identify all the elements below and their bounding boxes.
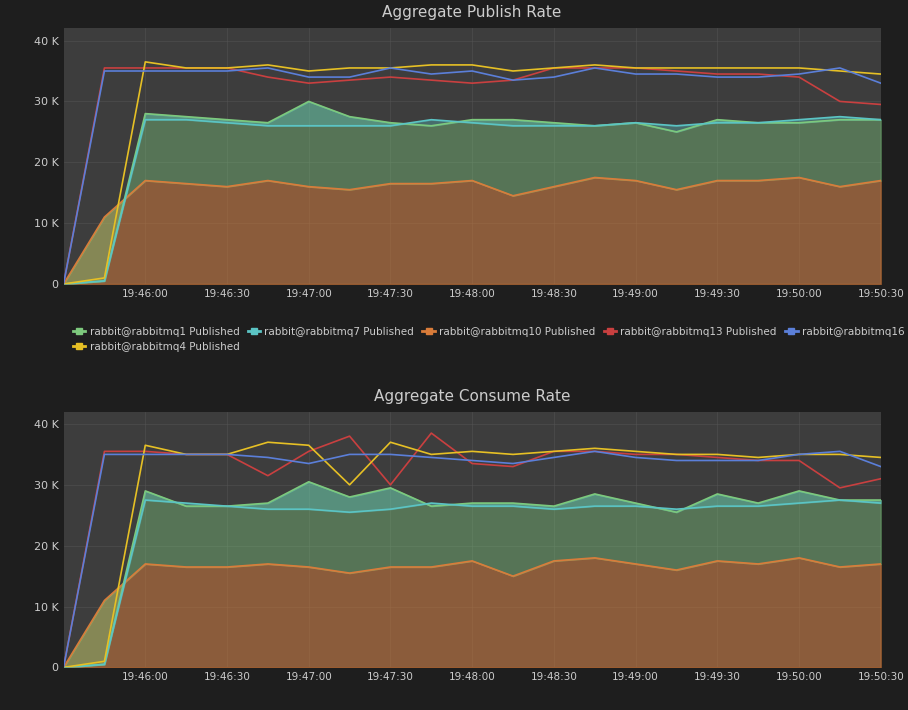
- Legend: rabbit@rabbitmq1 Published, rabbit@rabbitmq4 Published, rabbit@rabbitmq7 Publish: rabbit@rabbitmq1 Published, rabbit@rabbi…: [69, 322, 908, 356]
- Title: Aggregate Publish Rate: Aggregate Publish Rate: [382, 5, 562, 21]
- Title: Aggregate Consume Rate: Aggregate Consume Rate: [374, 388, 570, 404]
- Legend: rabbit@rabbitmq1 Consumed, rabbit@rabbitmq4 Consumed, rabbit@rabbitmq7 Consumed,: rabbit@rabbitmq1 Consumed, rabbit@rabbit…: [69, 706, 908, 710]
